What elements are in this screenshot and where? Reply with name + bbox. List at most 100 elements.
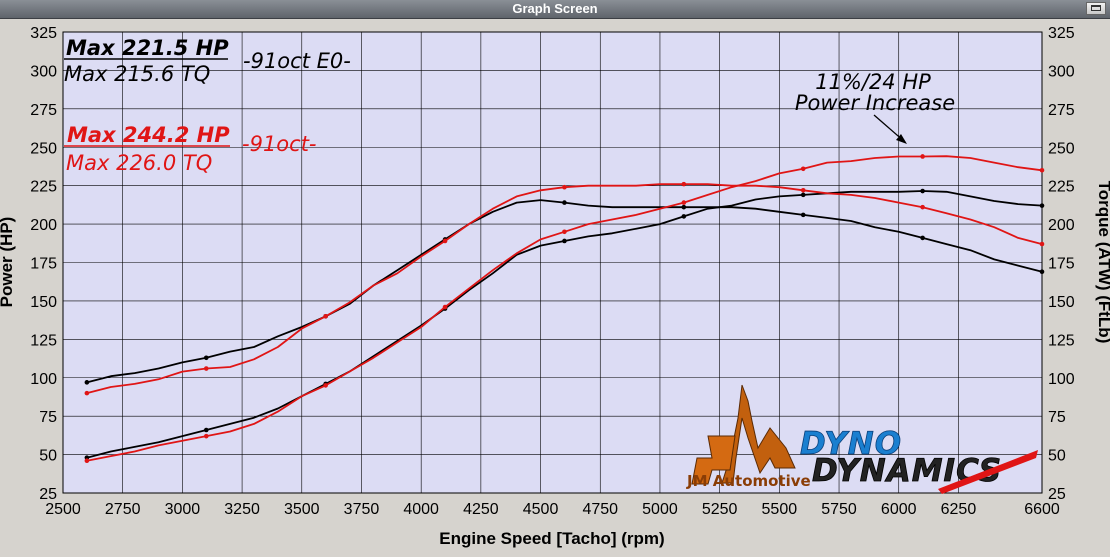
y-left-tick-label: 25 bbox=[39, 486, 57, 503]
y-right-tick-label: 175 bbox=[1048, 256, 1075, 273]
y-left-axis-title: Power (HP) bbox=[0, 217, 16, 308]
y-right-tick-label: 300 bbox=[1048, 63, 1075, 80]
series-point-3 bbox=[562, 184, 567, 190]
series-point-3 bbox=[1039, 241, 1045, 247]
jm-automotive-logo: JM Automotive bbox=[686, 384, 811, 490]
y-left-tick-label: 50 bbox=[39, 448, 57, 465]
x-tick-label: 3250 bbox=[224, 501, 260, 518]
y-right-tick-label: 200 bbox=[1048, 217, 1075, 234]
series-point-2 bbox=[442, 304, 448, 310]
red-max-hp-label: Max 244.2 HP bbox=[67, 123, 230, 147]
y-left-tick-label: 150 bbox=[30, 294, 57, 311]
series-point-2 bbox=[681, 200, 687, 205]
series-point-1 bbox=[920, 235, 925, 241]
series-point-2 bbox=[1039, 168, 1045, 173]
series-point-2 bbox=[800, 166, 806, 172]
y-left-tick-label: 125 bbox=[30, 332, 57, 349]
y-right-tick-labels: 25 50 75 100 125 150 175 200 225 250 275 300 325 bbox=[1048, 25, 1075, 503]
y-right-tick-label: 225 bbox=[1048, 179, 1075, 196]
y-left-tick-label: 175 bbox=[30, 256, 57, 273]
y-left-tick-label: 250 bbox=[30, 140, 57, 157]
y-right-tick-label: 50 bbox=[1048, 448, 1066, 465]
series-point-2 bbox=[562, 229, 567, 235]
x-axis-title: Engine Speed [Tacho] (rpm) bbox=[439, 529, 664, 548]
series-point-0 bbox=[681, 214, 687, 219]
y-right-axis-title: Torque (ATW) (FtLb) bbox=[1095, 181, 1110, 344]
x-tick-label: 6250 bbox=[941, 501, 977, 518]
red-max-tq-label: Max 226.0 TQ bbox=[66, 151, 212, 175]
y-right-tick-label: 275 bbox=[1048, 102, 1075, 119]
increase-arrow bbox=[873, 114, 907, 144]
dyno-text: DYNO bbox=[800, 426, 902, 462]
jm-automotive-text: JM Automotive bbox=[686, 472, 811, 490]
dyno-dynamics-logo: DYNO DYNAMICS bbox=[800, 426, 1038, 494]
series-point-0 bbox=[800, 192, 806, 198]
x-tick-label: 4750 bbox=[582, 501, 618, 518]
series-point-3 bbox=[920, 204, 925, 210]
black-fuel-tag: -91oct E0- bbox=[243, 49, 351, 73]
y-left-tick-label: 100 bbox=[30, 371, 57, 388]
series-point-1 bbox=[681, 204, 687, 210]
y-right-tick-label: 125 bbox=[1048, 332, 1075, 349]
x-tick-label: 5250 bbox=[702, 501, 738, 518]
series-point-0 bbox=[920, 188, 925, 194]
increase-label-line2: Power Increase bbox=[795, 91, 955, 115]
y-left-tick-labels: 25 50 75 100 125 150 175 200 225 250 275 300 325 bbox=[30, 25, 57, 503]
y-left-tick-label: 300 bbox=[30, 63, 57, 80]
y-right-tick-label: 75 bbox=[1048, 409, 1066, 426]
series-point-3 bbox=[203, 366, 209, 371]
series-point-1 bbox=[84, 380, 90, 385]
x-tick-label: 5000 bbox=[642, 501, 678, 518]
series-point-2 bbox=[323, 383, 328, 388]
y-right-tick-label: 325 bbox=[1048, 25, 1075, 42]
window-title: Graph Screen bbox=[512, 1, 598, 16]
series-point-0 bbox=[562, 238, 567, 244]
series-point-1 bbox=[800, 212, 806, 218]
series-point-3 bbox=[442, 238, 448, 244]
x-tick-label: 6600 bbox=[1024, 501, 1060, 518]
x-tick-label: 5750 bbox=[821, 501, 857, 518]
x-tick-label: 4000 bbox=[403, 501, 439, 518]
red-fuel-tag: -91oct- bbox=[242, 132, 317, 156]
increase-label-line1: 11%/24 HP bbox=[815, 70, 931, 94]
black-max-hp-label: Max 221.5 HP bbox=[66, 36, 229, 60]
dyno-chart: 2500 2750 3000 3250 3500 3750 4000 4250 4500 4750… bbox=[0, 25, 1110, 548]
y-right-tick-label: 100 bbox=[1048, 371, 1075, 388]
series-point-2 bbox=[84, 458, 90, 464]
black-max-tq-label: Max 215.6 TQ bbox=[64, 62, 210, 86]
window-titlebar: Graph Screen bbox=[0, 0, 1110, 19]
series-point-3 bbox=[681, 181, 687, 187]
x-tick-label: 2750 bbox=[105, 501, 141, 518]
grid-lines bbox=[62, 31, 1043, 494]
x-tick-label: 3750 bbox=[344, 501, 380, 518]
series-point-3 bbox=[84, 390, 90, 396]
series-point-2 bbox=[920, 154, 925, 159]
y-left-tick-label: 225 bbox=[30, 179, 57, 196]
y-right-tick-label: 250 bbox=[1048, 140, 1075, 157]
x-tick-label: 4500 bbox=[523, 501, 559, 518]
series-point-2 bbox=[203, 433, 209, 439]
series-point-3 bbox=[323, 313, 328, 319]
dynamics-text: DYNAMICS bbox=[812, 453, 1002, 489]
series-point-3 bbox=[800, 187, 806, 193]
maximize-button[interactable] bbox=[1086, 2, 1106, 15]
y-left-tick-label: 275 bbox=[30, 102, 57, 119]
y-right-tick-label: 150 bbox=[1048, 294, 1075, 311]
x-tick-label: 3500 bbox=[284, 501, 320, 518]
y-left-tick-label: 200 bbox=[30, 217, 57, 234]
y-right-tick-label: 25 bbox=[1048, 486, 1066, 503]
x-tick-label: 6000 bbox=[881, 501, 917, 518]
series-point-0 bbox=[203, 427, 209, 433]
series-point-1 bbox=[203, 355, 209, 361]
x-tick-label: 4250 bbox=[463, 501, 499, 518]
x-tick-label: 3000 bbox=[165, 501, 201, 518]
series-layer bbox=[84, 154, 1045, 464]
series-point-0 bbox=[1039, 203, 1045, 208]
x-tick-label: 2500 bbox=[45, 501, 81, 518]
series-point-1 bbox=[562, 200, 567, 205]
series-point-1 bbox=[1039, 269, 1045, 275]
y-left-tick-label: 325 bbox=[30, 25, 57, 42]
x-tick-labels: 2500 2750 3000 3250 3500 3750 4000 4250 4500 4750… bbox=[45, 501, 1060, 518]
y-left-tick-label: 75 bbox=[39, 409, 57, 426]
x-tick-label: 5500 bbox=[762, 501, 798, 518]
